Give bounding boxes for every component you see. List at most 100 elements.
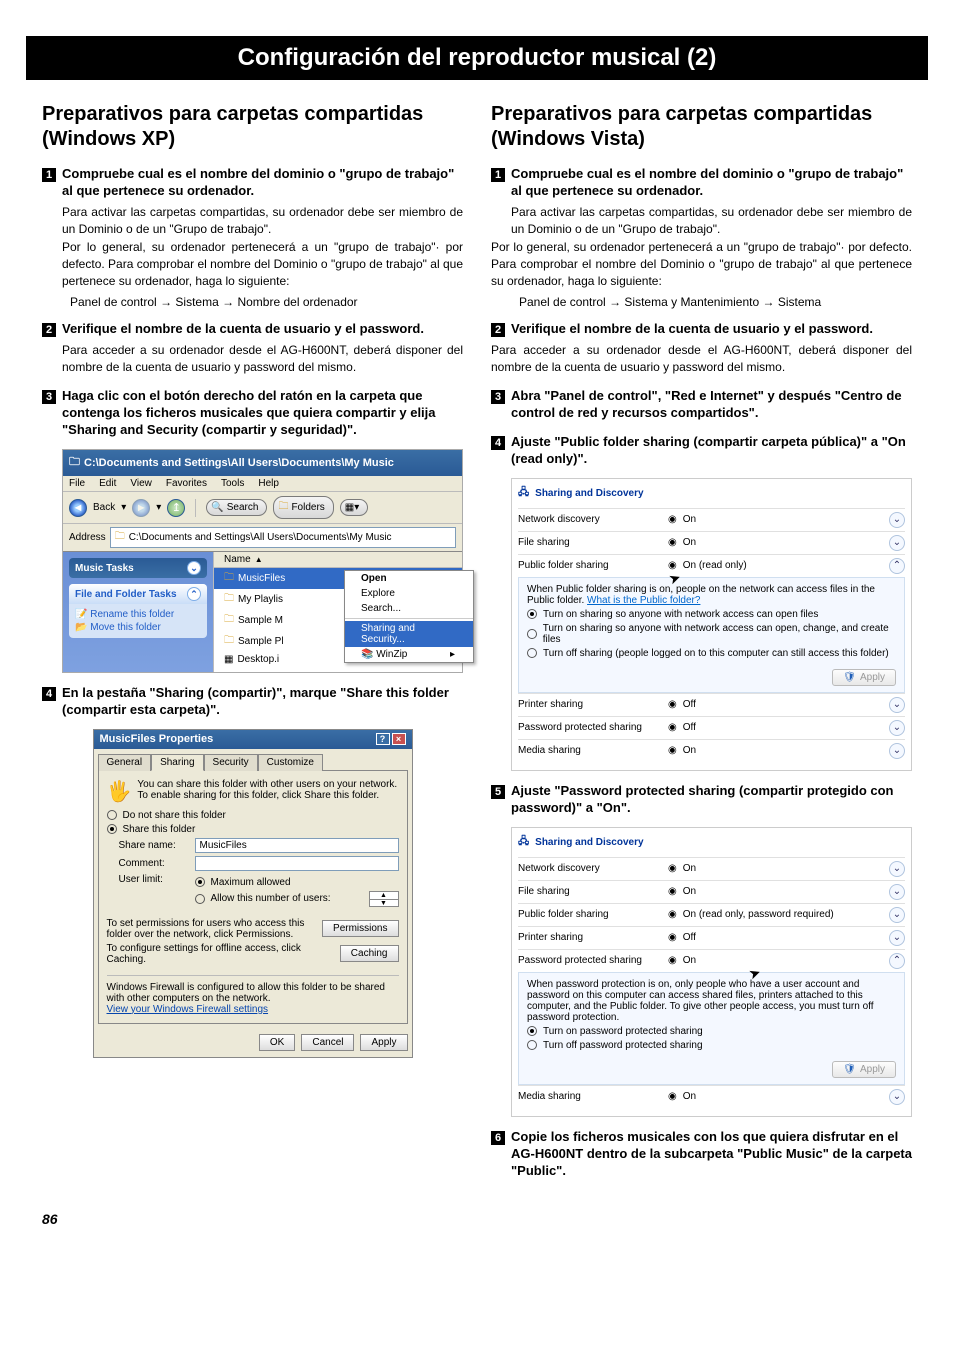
music-tasks-header[interactable]: Music Tasks ⌄ [69, 558, 207, 578]
body-text: Para activar las carpetas compartidas, s… [511, 204, 912, 239]
radio-do-not-share[interactable]: Do not share this folder [107, 810, 399, 821]
chevron-up-icon[interactable]: ⌃ [889, 953, 905, 969]
chevron-up-icon[interactable]: ⌃ [889, 558, 905, 574]
step-number: 1 [42, 168, 56, 182]
ctx-winzip[interactable]: 📚 WinZip▸ [345, 647, 473, 662]
step-vista-6: 6 Copie los ficheros musicales con los q… [491, 1129, 912, 1180]
chevron-down-icon[interactable]: ⌄ [889, 930, 905, 946]
chevron-down-icon[interactable]: ⌄ [889, 743, 905, 759]
step-vista-2: 2 Verifique el nombre de la cuenta de us… [491, 321, 912, 338]
chevron-down-icon[interactable]: ⌄ [889, 907, 905, 923]
back-button[interactable]: Back [93, 502, 115, 513]
chevron-down-icon[interactable]: ⌄ [889, 720, 905, 736]
folders-button[interactable]: 🗀Folders [273, 496, 333, 519]
chevron-down-icon[interactable]: ⌄ [889, 697, 905, 713]
move-folder-link[interactable]: 📂 Move this folder [75, 621, 201, 634]
ctx-search[interactable]: Search... [345, 601, 473, 616]
permissions-text: To set permissions for users who access … [107, 918, 317, 940]
tab-general[interactable]: General [98, 754, 152, 771]
apply-button[interactable]: 🛡Apply [832, 669, 896, 686]
tab-security[interactable]: Security [204, 754, 258, 771]
row-network-discovery[interactable]: Network discovery ◉ On ⌄ [518, 508, 905, 531]
folder-icon: 🗀 [224, 570, 234, 587]
ok-button[interactable]: OK [259, 1034, 295, 1051]
share-name-input[interactable]: MusicFiles [195, 838, 399, 853]
menu-edit[interactable]: Edit [99, 478, 116, 489]
row-public-folder-sharing[interactable]: Public folder sharing ◉ On (read only, p… [518, 903, 905, 926]
radio-max-allowed[interactable]: Maximum allowed [195, 877, 399, 888]
row-network-discovery[interactable]: Network discovery ◉ On ⌄ [518, 857, 905, 880]
step-number: 2 [491, 323, 505, 337]
what-is-public-folder-link[interactable]: What is the Public folder? [587, 595, 700, 606]
menubar: File Edit View Favorites Tools Help [63, 476, 462, 492]
firewall-text: Windows Firewall is configured to allow … [107, 982, 399, 1004]
rename-folder-link[interactable]: 📝 Rename this folder [75, 608, 201, 621]
address-field[interactable]: 🗀 C:\Documents and Settings\All Users\Do… [110, 527, 456, 548]
radio-turn-on-password[interactable]: Turn on password protected sharing [527, 1026, 896, 1037]
chevron-down-icon[interactable]: ⌄ [889, 512, 905, 528]
cancel-button[interactable]: Cancel [301, 1034, 354, 1051]
window-titlebar: MusicFiles Properties ? × [94, 730, 412, 749]
section-heading-xp: Preparativos para carpetas compartidas (… [42, 102, 463, 152]
back-icon[interactable]: ◄ [69, 499, 87, 517]
up-icon[interactable]: ↥ [167, 499, 185, 517]
chevron-down-icon[interactable]: ⌄ [889, 535, 905, 551]
context-menu: Open Explore Search... Sharing and Secur… [344, 570, 474, 663]
row-file-sharing[interactable]: File sharing ◉ On ⌄ [518, 880, 905, 903]
folder-icon: 🗀 [115, 529, 125, 546]
row-printer-sharing[interactable]: Printer sharing ◉ Off ⌄ [518, 693, 905, 716]
file-icon: ▦ [224, 654, 233, 665]
apply-button[interactable]: Apply [360, 1034, 407, 1051]
radio-open-change-create[interactable]: Turn on sharing so anyone with network a… [527, 623, 896, 645]
body-text: Por lo general, su ordenador pertenecerá… [62, 239, 463, 291]
radio-allow-number[interactable]: Allow this number of users:▲▼ [195, 891, 399, 907]
folder-icon: 🗀 [224, 591, 234, 608]
radio-turn-off-password[interactable]: Turn off password protected sharing [527, 1040, 896, 1051]
forward-icon[interactable]: ► [132, 499, 150, 517]
ctx-open[interactable]: Open [345, 571, 473, 586]
intro-text: You can share this folder with other use… [137, 779, 398, 804]
menu-favorites[interactable]: Favorites [166, 478, 207, 489]
row-password-protected-sharing[interactable]: Password protected sharing ◉ On ⌃ [518, 949, 905, 972]
tab-customize[interactable]: Customize [258, 754, 323, 771]
views-button[interactable]: ▦▾ [340, 499, 368, 516]
breadcrumb: Panel de control → Sistema → Nombre del … [70, 295, 463, 309]
vista-heading: 🖧Sharing and Discovery [518, 832, 905, 857]
row-media-sharing[interactable]: Media sharing ◉ On ⌄ [518, 1085, 905, 1108]
help-icon[interactable]: ? [376, 733, 390, 745]
menu-view[interactable]: View [130, 478, 152, 489]
firewall-settings-link[interactable]: View your Windows Firewall settings [107, 1004, 399, 1015]
permissions-button[interactable]: Permissions [322, 920, 398, 937]
comment-input[interactable] [195, 856, 399, 871]
menu-help[interactable]: Help [258, 478, 279, 489]
close-icon[interactable]: × [392, 733, 406, 745]
radio-turn-off-sharing[interactable]: Turn off sharing (people logged on to th… [527, 648, 896, 659]
column-header-name[interactable]: Name ▲ [214, 552, 462, 568]
step-vista-1: 1 Compruebe cual es el nombre del domini… [491, 166, 912, 200]
row-public-folder-sharing[interactable]: Public folder sharing ◉ On (read only) ⌃ [518, 554, 905, 577]
row-printer-sharing[interactable]: Printer sharing ◉ Off ⌄ [518, 926, 905, 949]
radio-icon [527, 629, 537, 639]
row-media-sharing[interactable]: Media sharing ◉ On ⌄ [518, 739, 905, 762]
menu-file[interactable]: File [69, 478, 85, 489]
caching-text: To configure settings for offline access… [107, 943, 334, 965]
row-password-protected-sharing[interactable]: Password protected sharing ◉ Off ⌄ [518, 716, 905, 739]
crumb-c: Nombre del ordenador [237, 295, 357, 309]
file-tasks-header[interactable]: File and Folder Tasks ⌃ [69, 584, 207, 604]
ctx-explore[interactable]: Explore [345, 586, 473, 601]
step-number: 2 [42, 323, 56, 337]
radio-open-files[interactable]: Turn on sharing so anyone with network a… [527, 609, 896, 620]
radio-share-folder[interactable]: Share this folder [107, 824, 399, 835]
tab-sharing[interactable]: Sharing [151, 754, 203, 771]
side-panel: Music Tasks ⌄ File and Folder Tasks ⌃ 📝 … [63, 552, 213, 672]
chevron-down-icon[interactable]: ⌄ [889, 884, 905, 900]
ctx-sharing-security[interactable]: Sharing and Security... [345, 621, 473, 647]
apply-button[interactable]: 🛡Apply [832, 1061, 896, 1078]
menu-tools[interactable]: Tools [221, 478, 244, 489]
column-windows-vista: Preparativos para carpetas compartidas (… [491, 102, 912, 1183]
search-button[interactable]: 🔍Search [206, 499, 267, 516]
chevron-down-icon[interactable]: ⌄ [889, 861, 905, 877]
caching-button[interactable]: Caching [340, 945, 399, 962]
row-file-sharing[interactable]: File sharing ◉ On ⌄ [518, 531, 905, 554]
chevron-down-icon[interactable]: ⌄ [889, 1089, 905, 1105]
